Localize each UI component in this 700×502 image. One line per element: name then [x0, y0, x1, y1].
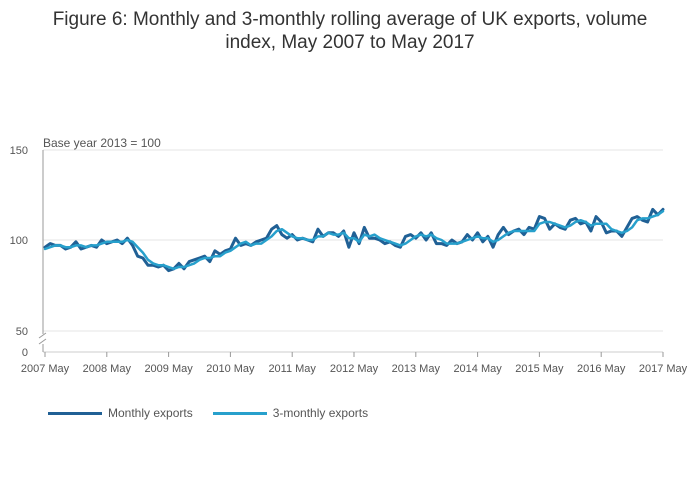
x-tick-label: 2007 May [21, 363, 70, 375]
x-tick-label: 2008 May [83, 363, 132, 375]
x-tick-label: 2016 May [577, 363, 626, 375]
x-tick-label: 2013 May [392, 363, 441, 375]
x-tick-label: 2010 May [206, 363, 255, 375]
axes: 0 50 100 150 2007 May 2008 May 2009 May 2010 Ma… [10, 145, 688, 375]
base-year-annotation: Base year 2013 = 100 [43, 136, 161, 150]
legend-label-rolling: 3-monthly exports [272, 406, 369, 420]
chart-title: Figure 6: Monthly and 3-monthly rolling … [0, 8, 700, 54]
legend-label-monthly: Monthly exports [108, 406, 193, 420]
y-tick-label-0: 0 [22, 347, 28, 359]
legend-item-monthly[interactable]: Monthly exports [48, 406, 193, 420]
x-tick-label: 2011 May [268, 363, 316, 375]
x-tick-label: 2012 May [330, 363, 379, 375]
x-tick-label: 2017 May [639, 363, 688, 375]
series-line-rolling[interactable] [43, 209, 665, 271]
legend-item-rolling[interactable]: 3-monthly exports [212, 406, 369, 420]
series-line-monthly[interactable] [43, 207, 665, 273]
x-tick-label: 2009 May [144, 363, 193, 375]
legend-swatch-rolling [212, 411, 267, 415]
line-chart: 0 50 100 150 2007 May 2008 May 2009 May 2010 Ma… [10, 136, 688, 375]
legend: Monthly exports 3-monthly exports [48, 406, 388, 420]
axis-break-icon [38, 332, 47, 345]
chart-title-line-2: index, May 2007 to May 2017 [225, 32, 475, 53]
y-tick-label-100: 100 [10, 235, 28, 247]
y-tick-label-50: 50 [16, 326, 28, 338]
chart-title-line-1: Figure 6: Monthly and 3-monthly rolling … [52, 9, 648, 30]
x-tick-label: 2014 May [453, 363, 502, 375]
x-tick-label: 2015 May [515, 363, 564, 375]
legend-swatch-monthly [48, 411, 102, 415]
y-tick-label-150: 150 [10, 145, 28, 157]
series [43, 207, 665, 273]
